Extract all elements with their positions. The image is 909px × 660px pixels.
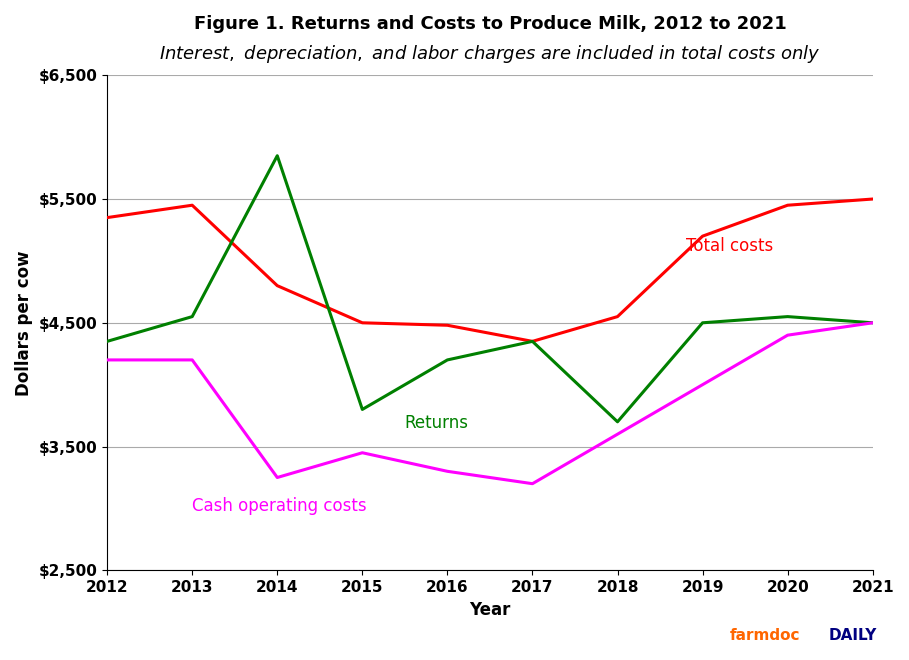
Text: Total costs: Total costs [685,237,773,255]
Text: Returns: Returns [405,414,469,432]
Text: farmdoc: farmdoc [729,628,800,644]
Y-axis label: Dollars per cow: Dollars per cow [15,250,33,395]
X-axis label: Year: Year [469,601,511,618]
Text: Cash operating costs: Cash operating costs [192,497,367,515]
Text: DAILY: DAILY [829,628,877,644]
Title: Figure 1. Returns and Costs to Produce Milk, 2012 to 2021
$\it{Interest,\ deprec: Figure 1. Returns and Costs to Produce M… [159,15,821,65]
